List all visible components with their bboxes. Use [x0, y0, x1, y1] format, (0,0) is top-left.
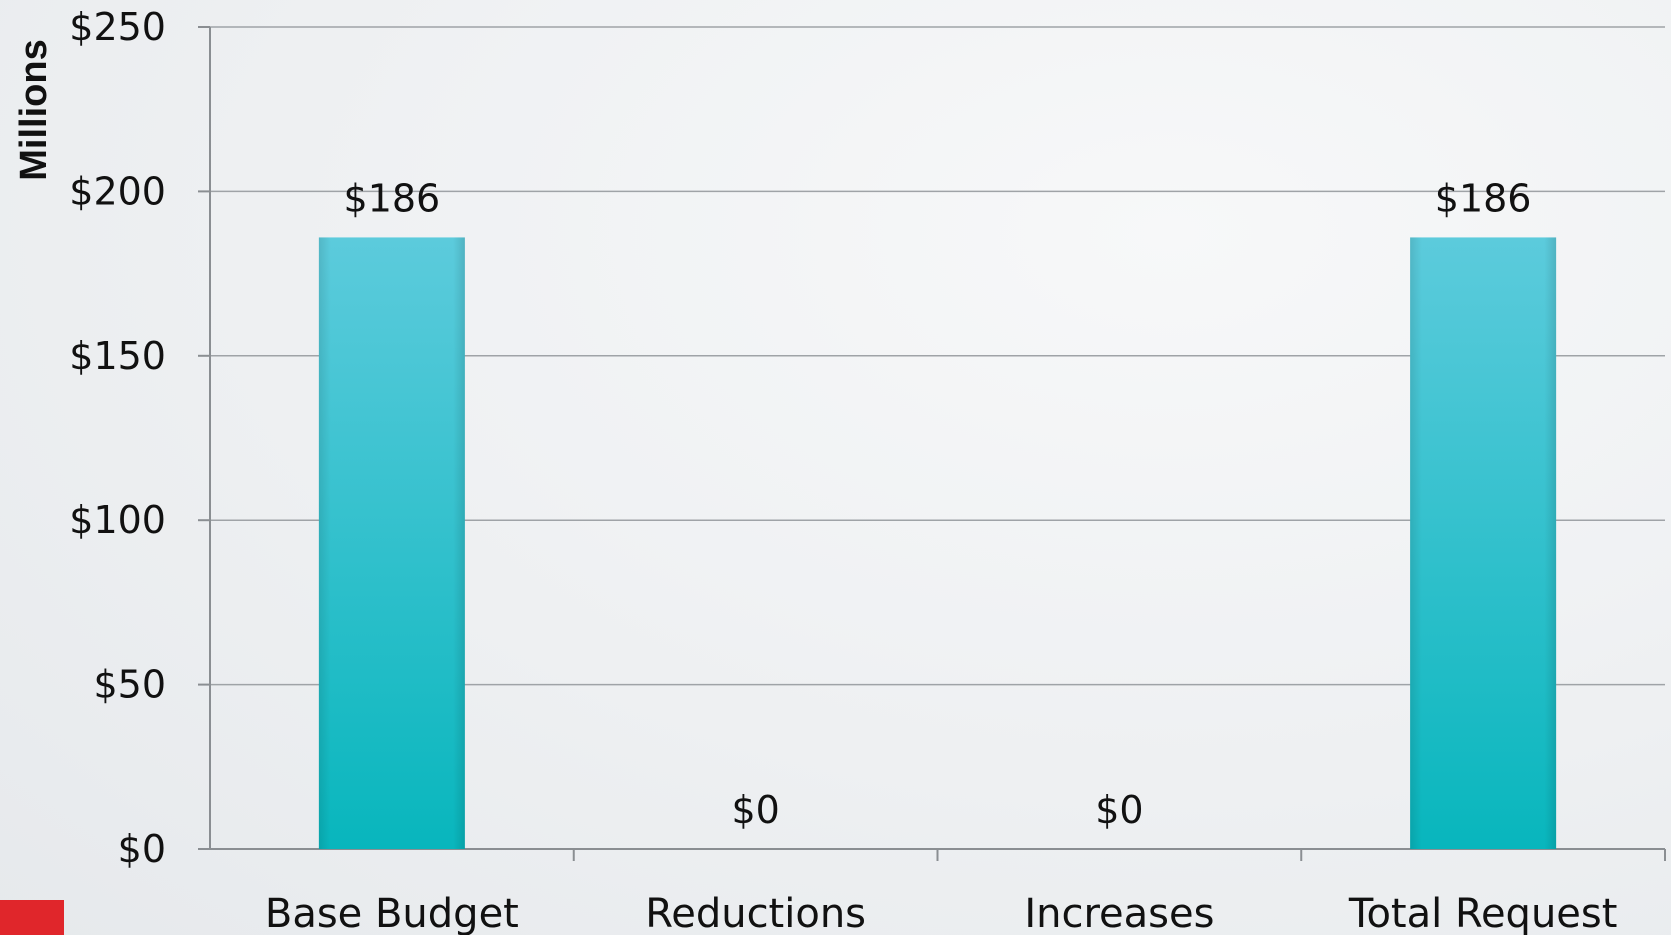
x-tick-label: Total Request	[1348, 891, 1618, 935]
data-label: $0	[731, 788, 779, 832]
y-tick-label: $250	[69, 5, 166, 49]
y-tick-label: $0	[118, 827, 166, 871]
y-tick-label: $200	[69, 169, 166, 213]
y-tick-label: $100	[69, 498, 166, 542]
bar-shading	[318, 237, 465, 849]
bar-shading	[1410, 237, 1557, 849]
data-label: $0	[1095, 788, 1143, 832]
y-axis-title: Millions	[13, 39, 55, 180]
data-label: $186	[1435, 176, 1532, 220]
x-tick-label: Increases	[1024, 891, 1214, 935]
y-tick-label: $150	[69, 334, 166, 378]
bars	[318, 237, 1557, 849]
data-label: $186	[344, 176, 441, 220]
y-tick-label: $50	[93, 663, 166, 707]
x-tick-label: Base Budget	[265, 891, 519, 935]
x-tick-label: Reductions	[645, 891, 866, 935]
logo-mark	[0, 900, 64, 935]
labels: $0 $50 $100 $150 $200 $250 $186 Base Budget $0 Re…	[69, 5, 1617, 935]
